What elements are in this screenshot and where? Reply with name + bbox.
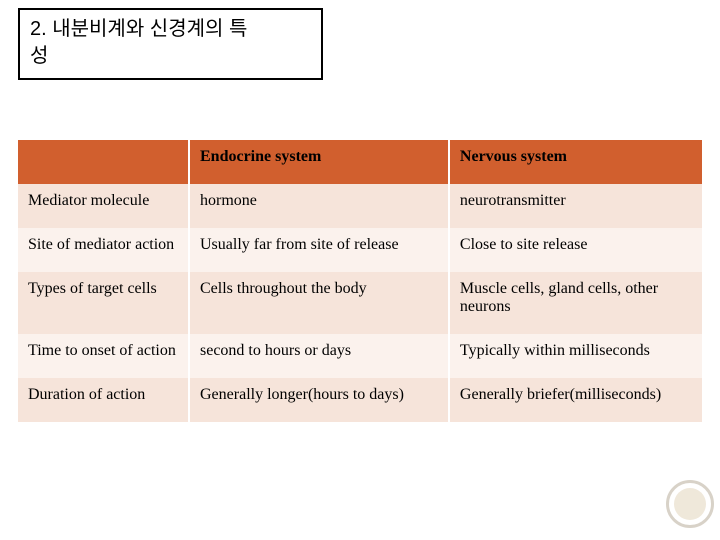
table-row: Duration of action Generally longer(hour… [18, 378, 702, 422]
table-row: Site of mediator action Usually far from… [18, 228, 702, 272]
row-endocrine: Generally longer(hours to days) [189, 378, 449, 422]
table-header-row: Endocrine system Nervous system [18, 140, 702, 184]
comparison-table-wrap: Endocrine system Nervous system Mediator… [18, 140, 702, 422]
header-nervous: Nervous system [449, 140, 702, 184]
header-blank [18, 140, 189, 184]
row-endocrine: second to hours or days [189, 334, 449, 378]
row-nervous: neurotransmitter [449, 184, 702, 228]
row-label: Types of target cells [18, 272, 189, 334]
row-label: Mediator molecule [18, 184, 189, 228]
table-row: Time to onset of action second to hours … [18, 334, 702, 378]
header-endocrine: Endocrine system [189, 140, 449, 184]
title-line-2: 성 [30, 45, 48, 67]
table-row: Types of target cells Cells throughout t… [18, 272, 702, 334]
row-nervous: Generally briefer(milliseconds) [449, 378, 702, 422]
row-nervous: Muscle cells, gland cells, other neurons [449, 272, 702, 334]
title-line-1: 2. 내분비계와 신경계의 특 [30, 18, 247, 40]
slide-title-box: 2. 내분비계와 신경계의 특 성 [18, 8, 323, 80]
row-endocrine: Usually far from site of release [189, 228, 449, 272]
row-label: Site of mediator action [18, 228, 189, 272]
corner-decoration-icon [666, 480, 714, 528]
row-nervous: Typically within milliseconds [449, 334, 702, 378]
row-nervous: Close to site release [449, 228, 702, 272]
comparison-table: Endocrine system Nervous system Mediator… [18, 140, 702, 422]
row-label: Duration of action [18, 378, 189, 422]
table-row: Mediator molecule hormone neurotransmitt… [18, 184, 702, 228]
row-label: Time to onset of action [18, 334, 189, 378]
row-endocrine: Cells throughout the body [189, 272, 449, 334]
row-endocrine: hormone [189, 184, 449, 228]
